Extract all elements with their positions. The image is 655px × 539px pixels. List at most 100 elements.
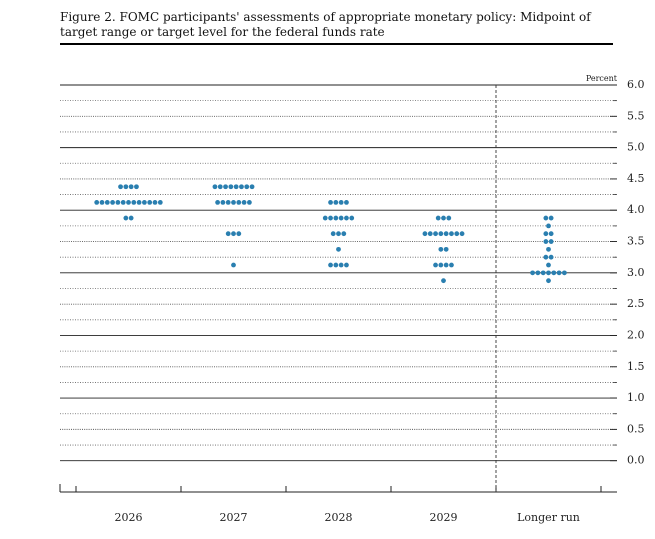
- dot: [215, 200, 221, 205]
- dot: [556, 270, 562, 276]
- dot: [128, 184, 134, 190]
- dot: [344, 262, 349, 268]
- dot: [142, 200, 147, 205]
- dot: [441, 215, 446, 221]
- y-tick-label: 3.5: [627, 235, 645, 248]
- dot: [328, 262, 333, 268]
- dot: [543, 215, 549, 221]
- dot: [459, 231, 465, 237]
- dot: [123, 184, 129, 190]
- y-tick-label: 4.0: [627, 203, 645, 216]
- x-tick-label: 2026: [115, 511, 143, 524]
- y-tick-label: 0.0: [627, 454, 645, 467]
- dot: [548, 231, 554, 237]
- dot: [535, 270, 541, 276]
- dot: [120, 200, 126, 205]
- dot: [446, 215, 452, 221]
- dot: [449, 262, 454, 268]
- x-tick-label: 2029: [430, 511, 458, 524]
- dot: [225, 231, 231, 237]
- y-tick-label: 2.5: [627, 297, 645, 310]
- dot: [147, 200, 153, 205]
- dot: [333, 200, 339, 205]
- dot: [443, 246, 449, 252]
- dot: [438, 231, 444, 237]
- dot: [548, 239, 554, 244]
- dot: [443, 231, 449, 237]
- dot: [212, 184, 218, 190]
- dot: [341, 231, 347, 237]
- dot: [225, 200, 231, 205]
- dot: [328, 200, 333, 205]
- dot: [543, 239, 549, 244]
- dot: [330, 231, 336, 237]
- dot: [104, 200, 110, 205]
- y-tick-label: 5.5: [627, 109, 645, 122]
- dot: [551, 270, 557, 276]
- dot: [239, 184, 244, 190]
- dot: [223, 184, 228, 190]
- dot: [433, 262, 438, 268]
- dot: [231, 231, 236, 237]
- dot: [233, 184, 239, 190]
- dot: [94, 200, 100, 205]
- y-tick-label: 3.0: [627, 266, 645, 279]
- dot: [546, 262, 551, 268]
- dot: [136, 200, 142, 205]
- dot: [336, 246, 341, 252]
- dot: [435, 215, 441, 221]
- y-tick-label: 2.0: [627, 328, 645, 341]
- x-tick-label: Longer run: [517, 511, 580, 524]
- dot: [546, 246, 551, 252]
- dot: [349, 215, 355, 221]
- dot: [236, 231, 242, 237]
- dot: [546, 270, 551, 276]
- chart-title: Figure 2. FOMC participants' assessments…: [60, 10, 591, 39]
- y-tick-label: 0.5: [627, 422, 645, 435]
- dot: [333, 215, 339, 221]
- dot: [443, 262, 449, 268]
- dot: [427, 231, 433, 237]
- dot: [433, 231, 438, 237]
- dot: [530, 270, 535, 276]
- dot: [543, 231, 549, 237]
- y-axis-label: Percent: [586, 74, 618, 83]
- dot: [231, 262, 236, 268]
- dot: [328, 215, 333, 221]
- dot: [548, 215, 554, 221]
- dot: [548, 254, 554, 260]
- dot: [152, 200, 158, 205]
- dot: [449, 231, 454, 237]
- dot: [338, 262, 344, 268]
- dot: [441, 278, 446, 284]
- dot: [118, 184, 123, 190]
- dot: [422, 231, 428, 237]
- dot: [236, 200, 242, 205]
- dot: [99, 200, 105, 205]
- dot: [336, 231, 341, 237]
- dot: [249, 184, 255, 190]
- dot: [344, 215, 349, 221]
- dot: [344, 200, 349, 205]
- dot: [338, 215, 344, 221]
- dot: [546, 223, 551, 229]
- y-tick-label: 6.0: [627, 78, 645, 91]
- dot: [540, 270, 546, 276]
- dot: [562, 270, 567, 276]
- dot: [115, 200, 121, 205]
- dot: [241, 200, 247, 205]
- dot: [134, 184, 139, 190]
- dot: [231, 200, 236, 205]
- dot: [157, 200, 163, 205]
- dot: [546, 278, 551, 284]
- dot: [247, 200, 252, 205]
- dot: [123, 215, 129, 221]
- y-tick-label: 1.5: [627, 360, 645, 373]
- dot: [228, 184, 234, 190]
- x-tick-label: 2027: [220, 511, 248, 524]
- dot: [220, 200, 226, 205]
- dot: [333, 262, 339, 268]
- y-tick-label: 4.5: [627, 172, 645, 185]
